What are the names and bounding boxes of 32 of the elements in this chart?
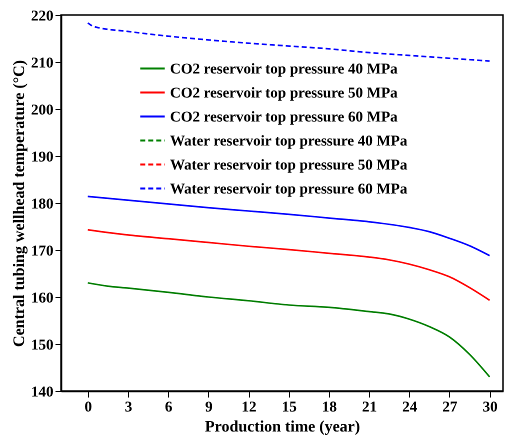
x-tick-label: 21	[362, 400, 378, 416]
legend-label: Water reservoir top pressure 40 MPa	[170, 134, 408, 150]
y-tick-label: 200	[31, 102, 54, 118]
y-tick-label: 140	[31, 384, 54, 400]
x-tick-label: 30	[482, 400, 498, 416]
legend-label: Water reservoir top pressure 50 MPa	[170, 158, 408, 174]
x-tick-label: 0	[84, 400, 92, 416]
x-tick-label: 12	[242, 400, 257, 416]
y-tick-label: 220	[31, 8, 54, 24]
y-tick-label: 190	[31, 150, 54, 166]
line-series	[86, 196, 490, 256]
x-tick-label: 27	[442, 400, 458, 416]
y-tick-label: 180	[31, 196, 54, 212]
x-tick-label: 3	[124, 400, 132, 416]
x-tick-label: 9	[205, 400, 213, 416]
line-series	[86, 228, 490, 302]
x-tick-label: 24	[402, 400, 418, 416]
y-tick-label: 210	[31, 56, 54, 72]
y-tick-label: 150	[31, 338, 54, 354]
y-tick-label: 170	[31, 244, 54, 260]
x-tick-label: 6	[164, 400, 173, 416]
legend-label: CO2 reservoir top pressure 40 MPa	[170, 62, 398, 78]
legend-label: Water reservoir top pressure 60 MPa	[170, 182, 408, 198]
y-axis-title: Central tubing wellhead temperature (°C)	[11, 60, 28, 347]
line-series	[86, 282, 490, 378]
x-axis-title: Production time (year)	[204, 418, 360, 436]
y-tick-label: 160	[31, 290, 54, 306]
x-tick-label: 18	[322, 400, 337, 416]
legend-label: CO2 reservoir top pressure 60 MPa	[170, 110, 398, 126]
x-tick-label: 15	[282, 400, 297, 416]
line-series	[86, 22, 490, 62]
legend-label: CO2 reservoir top pressure 50 MPa	[170, 86, 398, 102]
